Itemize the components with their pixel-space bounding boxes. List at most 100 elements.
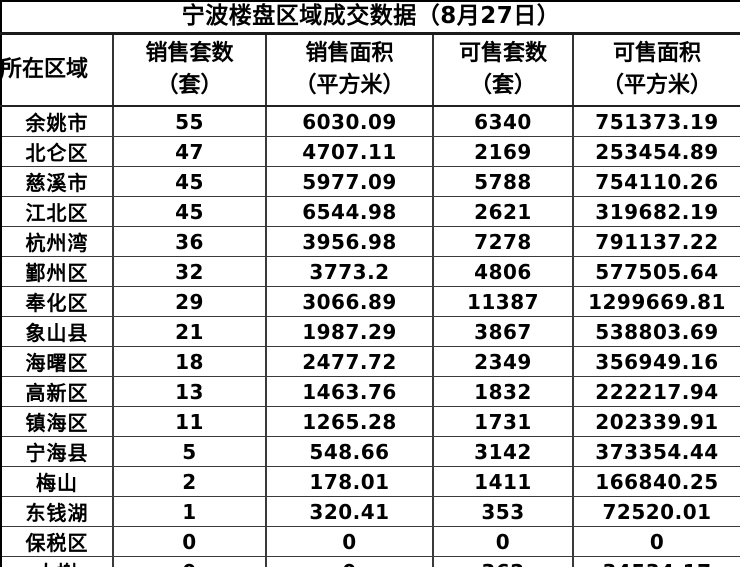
- available-area-cell: 253454.89: [571, 136, 740, 167]
- sold-area-cell: 1987.29: [265, 316, 433, 347]
- table-row: 江北区 45 6544.98 2621 319682.19: [1, 196, 740, 227]
- sold-units-cell: 29: [112, 286, 266, 317]
- region-cell: 高新区: [1, 376, 113, 407]
- col-header-line2: （平方米）: [294, 73, 405, 98]
- col-header-region: 所在区域: [1, 33, 113, 107]
- table-row: 北仑区 47 4707.11 2169 253454.89: [1, 136, 740, 167]
- sold-units-cell: 32: [112, 256, 266, 287]
- sold-units-cell: 36: [112, 226, 266, 257]
- table-row: 奉化区 29 3066.89 11387 1299669.81: [1, 286, 740, 317]
- region-cell: 象山县: [1, 316, 113, 347]
- table-row: 鄞州区 32 3773.2 4806 577505.64: [1, 256, 740, 287]
- sold-units-cell: 18: [112, 346, 266, 377]
- region-cell: 奉化区: [1, 286, 113, 317]
- table-row: 大榭 0 0 362 34534.17: [1, 556, 740, 567]
- col-header-line1: 销售面积: [305, 41, 394, 67]
- region-cell: 宁海县: [1, 436, 113, 467]
- available-area-cell: 791137.22: [571, 226, 740, 257]
- available-area-cell: 356949.16: [571, 346, 740, 377]
- col-header-line2: （平方米）: [602, 73, 713, 98]
- sold-units-cell: 45: [112, 166, 266, 197]
- available-units-cell: 3867: [432, 316, 573, 347]
- sold-area-cell: 6544.98: [265, 196, 433, 227]
- region-cell: 余姚市: [1, 105, 113, 137]
- available-area-cell: 202339.91: [571, 406, 740, 437]
- region-cell: 镇海区: [1, 406, 113, 437]
- sold-units-cell: 0: [112, 526, 266, 557]
- region-cell: 北仑区: [1, 136, 113, 167]
- available-units-cell: 353: [432, 496, 573, 527]
- available-area-cell: 34534.17: [571, 556, 740, 567]
- table-row: 高新区 13 1463.76 1832 222217.94: [1, 376, 740, 407]
- sold-area-cell: 5977.09: [265, 166, 433, 197]
- col-header-line1: 销售套数: [145, 41, 234, 67]
- available-units-cell: 11387: [432, 286, 573, 317]
- col-header-line2: （套）: [469, 73, 536, 98]
- available-units-cell: 1411: [432, 466, 573, 497]
- sold-units-cell: 55: [112, 105, 266, 137]
- sold-area-cell: 3956.98: [265, 226, 433, 257]
- sold-units-cell: 13: [112, 376, 266, 407]
- available-units-cell: 6340: [432, 105, 573, 137]
- available-units-cell: 3142: [432, 436, 573, 467]
- table-row: 海曙区 18 2477.72 2349 356949.16: [1, 346, 740, 377]
- available-area-cell: 373354.44: [571, 436, 740, 467]
- sold-area-cell: 548.66: [265, 436, 433, 467]
- sold-area-cell: 1463.76: [265, 376, 433, 407]
- sold-units-cell: 21: [112, 316, 266, 347]
- available-units-cell: 0: [432, 526, 573, 557]
- region-cell: 杭州湾: [1, 226, 113, 257]
- sold-units-cell: 1: [112, 496, 266, 527]
- header-row: 所在区域 销售套数 （套） 销售面积 （平方米） 可售套数 （套） 可售面积 （…: [1, 33, 740, 107]
- sold-area-cell: 1265.28: [265, 406, 433, 437]
- available-area-cell: 1299669.81: [571, 286, 740, 317]
- table-row: 慈溪市 45 5977.09 5788 754110.26: [1, 166, 740, 197]
- table-row: 保税区 0 0 0 0: [1, 526, 740, 557]
- sold-units-cell: 0: [112, 556, 266, 567]
- sold-units-cell: 5: [112, 436, 266, 467]
- title-row: 宁波楼盘区域成交数据（8月27日）: [1, 1, 740, 35]
- region-cell: 梅山: [1, 466, 113, 497]
- sold-area-cell: 320.41: [265, 496, 433, 527]
- available-area-cell: 754110.26: [571, 166, 740, 197]
- sold-units-cell: 11: [112, 406, 266, 437]
- available-units-cell: 2621: [432, 196, 573, 227]
- region-cell: 东钱湖: [1, 496, 113, 527]
- table-row: 杭州湾 36 3956.98 7278 791137.22: [1, 226, 740, 257]
- available-units-cell: 1832: [432, 376, 573, 407]
- sold-area-cell: 2477.72: [265, 346, 433, 377]
- col-header-line1: 可售面积: [613, 41, 702, 67]
- col-header-line2: （套）: [156, 73, 223, 98]
- table-row: 象山县 21 1987.29 3867 538803.69: [1, 316, 740, 347]
- sold-area-cell: 3066.89: [265, 286, 433, 317]
- available-area-cell: 751373.19: [571, 105, 740, 137]
- available-area-cell: 0: [571, 526, 740, 557]
- sold-area-cell: 3773.2: [265, 256, 433, 287]
- region-cell: 慈溪市: [1, 166, 113, 197]
- table-row: 梅山 2 178.01 1411 166840.25: [1, 466, 740, 497]
- sold-units-cell: 2: [112, 466, 266, 497]
- available-units-cell: 4806: [432, 256, 573, 287]
- sold-area-cell: 4707.11: [265, 136, 433, 167]
- region-cell: 保税区: [1, 526, 113, 557]
- page-title: 宁波楼盘区域成交数据（8月27日）: [1, 1, 740, 35]
- available-area-cell: 538803.69: [571, 316, 740, 347]
- available-area-cell: 319682.19: [571, 196, 740, 227]
- available-area-cell: 72520.01: [571, 496, 740, 527]
- available-units-cell: 2169: [432, 136, 573, 167]
- table-row: 宁海县 5 548.66 3142 373354.44: [1, 436, 740, 467]
- col-header-available-area: 可售面积 （平方米）: [571, 33, 740, 107]
- available-units-cell: 5788: [432, 166, 573, 197]
- col-header-sold-units: 销售套数 （套）: [112, 33, 266, 107]
- region-cell: 江北区: [1, 196, 113, 227]
- available-units-cell: 2349: [432, 346, 573, 377]
- col-header-sold-area: 销售面积 （平方米）: [265, 33, 433, 107]
- table-row: 镇海区 11 1265.28 1731 202339.91: [1, 406, 740, 437]
- available-units-cell: 362: [432, 556, 573, 567]
- region-cell: 大榭: [1, 556, 113, 567]
- sold-units-cell: 47: [112, 136, 266, 167]
- sold-area-cell: 0: [265, 526, 433, 557]
- sold-area-cell: 0: [265, 556, 433, 567]
